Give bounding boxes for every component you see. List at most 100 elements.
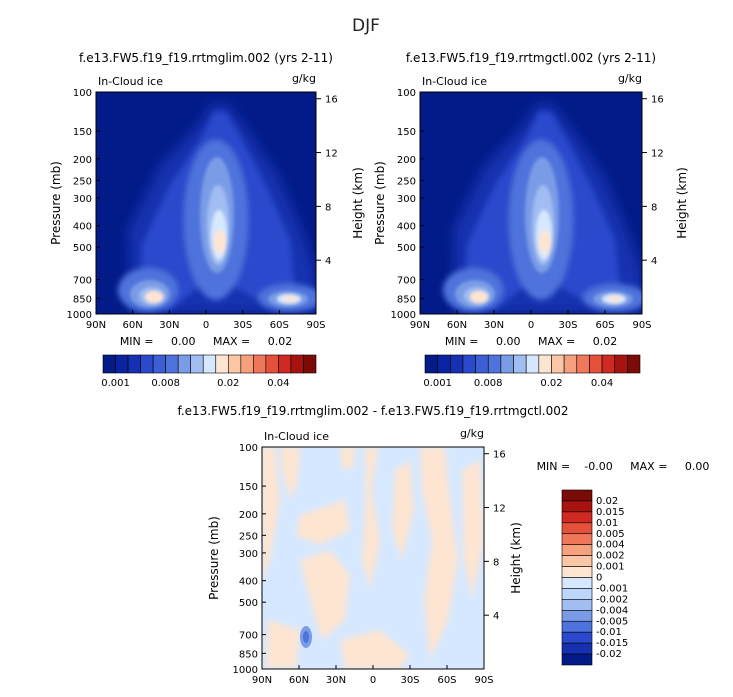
- height-tick-label: 16: [493, 450, 506, 461]
- panel-2-contour-field: [420, 92, 642, 314]
- colorbar-swatch: [525, 354, 540, 374]
- lat-tick-label: 60N: [123, 320, 143, 331]
- lat-tick-label: 60N: [289, 675, 309, 686]
- colorbar-swatch: [475, 354, 489, 374]
- colorbar-swatch: [127, 354, 141, 374]
- colorbar-swatch: [190, 354, 204, 374]
- colorbar-label: -0.001: [596, 583, 628, 594]
- panel-2-stats: MIN = 0.00 MAX = 0.02: [445, 335, 617, 348]
- pressure-tick-label: 700: [239, 631, 258, 642]
- panel-2-lat-ticks: 90N 60N 30N 0 30S 60S 90S: [410, 310, 652, 331]
- colorbar-swatch: [614, 354, 628, 374]
- colorbar-label: -0.004: [596, 605, 628, 616]
- lat-tick-label: 90S: [632, 320, 651, 331]
- colorbar-label: 0.04: [267, 378, 289, 389]
- colorbar-swatch: [140, 354, 154, 374]
- colorbar-swatch: [278, 354, 292, 374]
- panel-1-y2label: Height (km): [351, 167, 365, 238]
- colorbar-swatch: [538, 354, 552, 374]
- colorbar-swatch: [561, 533, 593, 545]
- colorbar-label: 0.005: [596, 529, 625, 540]
- colorbar-label: 0.002: [596, 551, 625, 562]
- panel-1-colorbar: 0.001 0.008 0.02 0.04: [101, 354, 317, 389]
- colorbar-swatch: [561, 500, 593, 513]
- panel-1-lat-ticks: 90N 60N 30N 0 30S 60S 90S: [86, 310, 326, 331]
- colorbar-swatch: [561, 522, 593, 535]
- colorbar-swatch: [177, 354, 192, 374]
- lat-tick-label: 0: [528, 320, 534, 331]
- colorbar-label: 0.001: [596, 562, 625, 573]
- pressure-tick-label: 200: [397, 155, 416, 166]
- colorbar-swatch: [561, 511, 593, 524]
- pressure-tick-label: 850: [73, 294, 92, 305]
- panel-2-pressure-tick-marks: [420, 91, 424, 315]
- lat-tick-label: 90S: [474, 675, 493, 686]
- panel-3-ylabel: Pressure (mb): [207, 516, 221, 600]
- panel-2-height-ticks: 4 8 12 16: [642, 95, 664, 267]
- pressure-tick-label: 700: [73, 276, 92, 287]
- pressure-tick-label: 1000: [233, 665, 258, 676]
- colorbar-label: 0.02: [596, 496, 618, 507]
- colorbar-swatch: [551, 354, 565, 374]
- pressure-tick-label: 1000: [67, 310, 92, 321]
- panel-1-field-label: In-Cloud ice: [98, 75, 163, 88]
- pressure-tick-label: 200: [73, 155, 92, 166]
- colorbar-swatch: [437, 354, 451, 374]
- height-tick-label: 4: [651, 256, 657, 267]
- panel-1-stats: MIN = 0.00 MAX = 0.02: [120, 335, 292, 348]
- panel-1-pressure-ticks: 100 150 200 250 300 400 500 700 850 1000: [67, 88, 92, 321]
- panel-3-y2label: Height (km): [509, 522, 523, 593]
- colorbar-swatch: [561, 653, 593, 666]
- colorbar-swatch: [449, 354, 464, 374]
- panel-3-height-ticks: 4 8 12 16: [484, 450, 506, 622]
- lat-tick-label: 90S: [306, 320, 325, 331]
- colorbar-label: 0.001: [423, 378, 452, 389]
- colorbar-swatch: [561, 489, 593, 502]
- colorbar-swatch: [513, 354, 527, 374]
- colorbar-label: 0.004: [596, 540, 625, 551]
- colorbar-swatch: [240, 354, 254, 374]
- pressure-tick-label: 300: [73, 194, 92, 205]
- colorbar-swatch: [561, 555, 593, 567]
- colorbar-swatch: [424, 354, 438, 374]
- colorbar-label: 0.015: [596, 507, 625, 518]
- pressure-tick-label: 1000: [391, 310, 416, 321]
- colorbar-label: 0.008: [151, 378, 180, 389]
- pressure-tick-label: 200: [239, 510, 258, 521]
- colorbar-swatch: [561, 610, 593, 622]
- colorbar-swatch: [561, 620, 593, 633]
- pressure-tick-label: 300: [239, 549, 258, 560]
- pressure-tick-label: 100: [73, 88, 92, 99]
- lat-tick-label: 90N: [252, 675, 272, 686]
- height-tick-label: 16: [651, 95, 664, 106]
- pressure-tick-label: 250: [397, 176, 416, 187]
- colorbar-swatch: [462, 354, 476, 374]
- panel-1-contour-field: [96, 92, 316, 314]
- pressure-tick-label: 700: [397, 276, 416, 287]
- lat-tick-label: 90N: [410, 320, 430, 331]
- pressure-tick-label: 400: [73, 222, 92, 233]
- lat-tick-label: 30S: [400, 675, 419, 686]
- colorbar-swatch: [115, 354, 129, 374]
- pressure-tick-label: 100: [239, 443, 258, 454]
- height-tick-label: 4: [325, 256, 331, 267]
- colorbar-swatch: [561, 599, 593, 611]
- pressure-tick-label: 250: [73, 176, 92, 187]
- colorbar-swatch: [152, 354, 166, 374]
- colorbar-swatch: [253, 354, 267, 374]
- lat-tick-label: 30N: [326, 675, 346, 686]
- panel-3-lat-ticks: 90N 60N 30N 0 30S 60S 90S: [252, 665, 494, 686]
- panel-3-stats: MIN = -0.00 MAX = 0.00: [537, 460, 710, 473]
- pressure-tick-label: 500: [239, 598, 258, 609]
- colorbar-label: 0.02: [217, 378, 239, 389]
- panel-2-ylabel: Pressure (mb): [373, 161, 387, 245]
- colorbar-label: -0.015: [596, 638, 628, 649]
- lat-tick-label: 60S: [270, 320, 289, 331]
- height-tick-label: 12: [651, 149, 664, 160]
- lat-tick-label: 60N: [447, 320, 467, 331]
- colorbar-label: 0.04: [591, 378, 613, 389]
- colorbar-swatch: [561, 642, 593, 655]
- colorbar-swatch: [561, 588, 593, 600]
- panel-2-title: f.e13.FW5.f19_f19.rrtmgctl.002 (yrs 2-11…: [406, 51, 656, 65]
